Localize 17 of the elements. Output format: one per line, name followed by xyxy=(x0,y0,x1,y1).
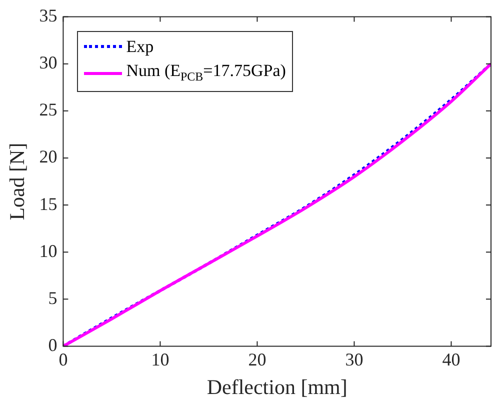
legend-label: Exp xyxy=(126,36,154,58)
y-tick-label: 20 xyxy=(39,146,58,167)
y-tick-label: 0 xyxy=(48,334,58,355)
y-tick-label: 15 xyxy=(39,194,58,214)
y-tick-label: 25 xyxy=(39,100,58,120)
y-tick-label: 10 xyxy=(39,240,58,261)
y-axis-title: Load [N] xyxy=(5,142,30,220)
y-tick-label: 35 xyxy=(39,6,58,26)
x-tick-label: 10 xyxy=(151,350,170,370)
y-tick-label: 30 xyxy=(39,52,58,73)
x-tick-label: 20 xyxy=(248,350,266,370)
line-series xyxy=(63,62,491,346)
y-tick-label: 5 xyxy=(48,288,58,308)
x-tick-label: 30 xyxy=(345,350,364,370)
x-tick-label: 40 xyxy=(442,350,460,370)
legend-label: Num (E$_{PCB}$=17.75GPa) xyxy=(126,60,286,86)
x-axis-title: Deflection [mm] xyxy=(206,374,348,399)
